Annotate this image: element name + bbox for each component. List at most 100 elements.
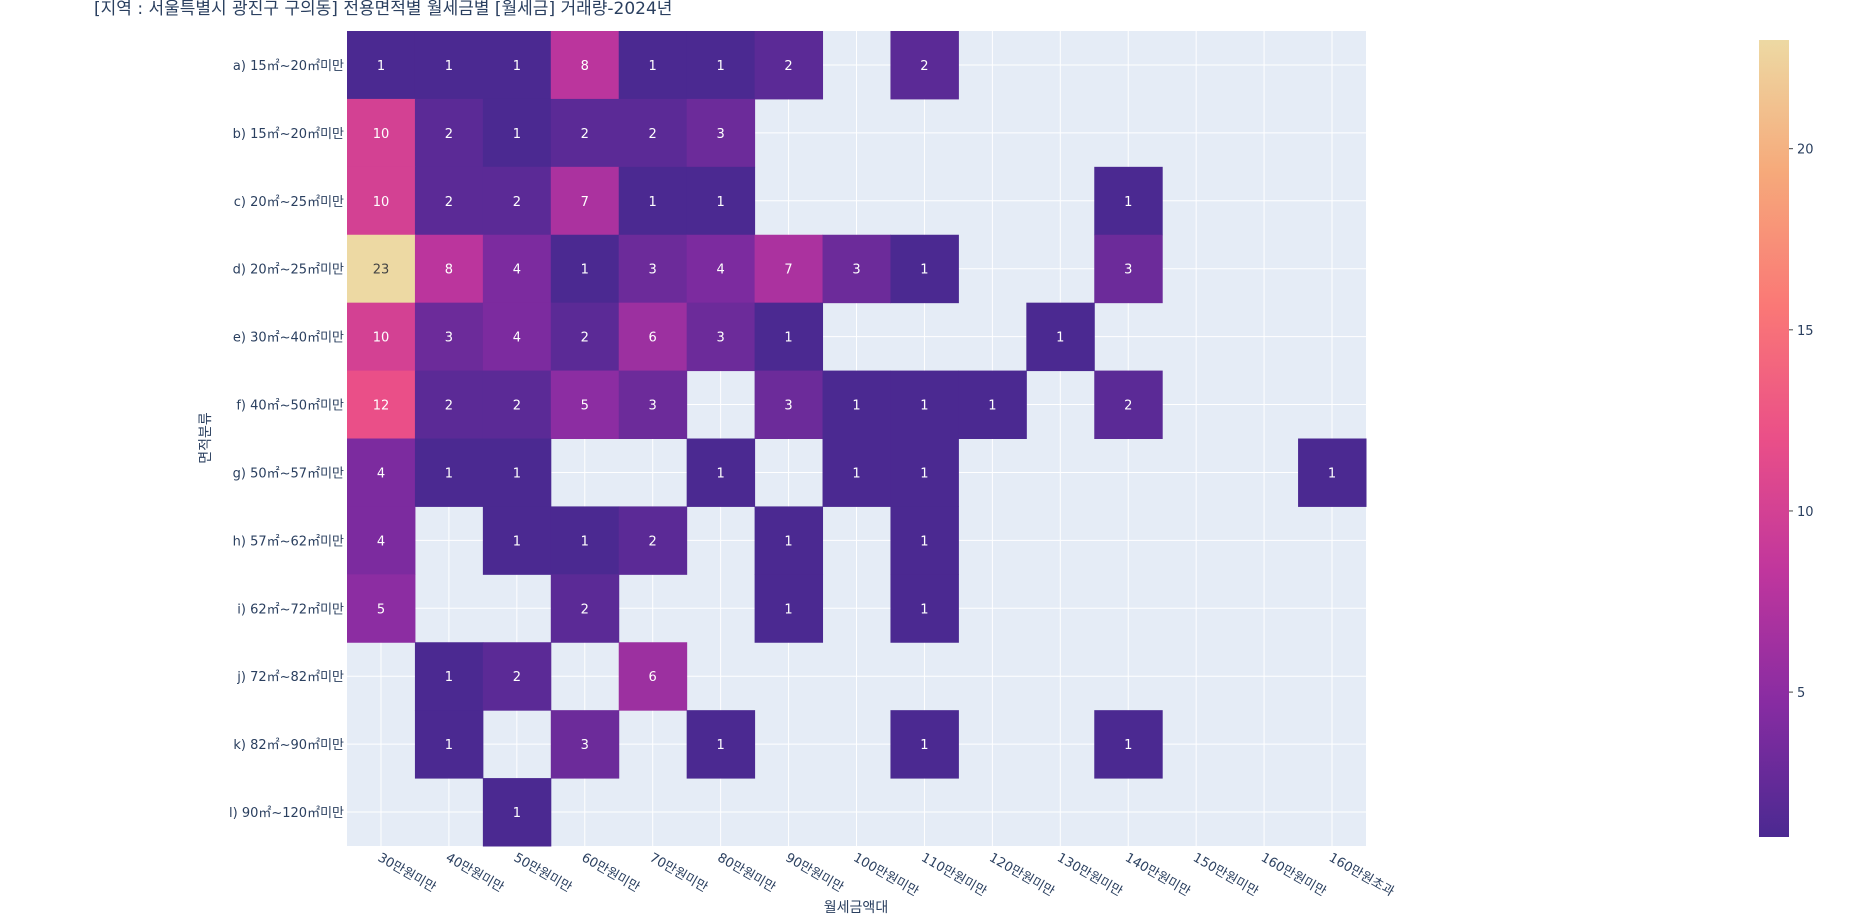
cell-label: 3 [784, 399, 792, 414]
x-tick-label: 100만원미만 [851, 850, 921, 899]
cell-label: 7 [581, 195, 589, 210]
cell-label: 1 [513, 127, 521, 142]
y-tick-label: b) 15㎡~20㎡미만 [233, 127, 344, 142]
heatmap-cell [550, 574, 620, 643]
cell-label: 1 [513, 534, 521, 549]
cell-label: 3 [716, 127, 724, 142]
heatmap-cell [550, 31, 620, 100]
x-axis-title: 월세금액대 [824, 900, 888, 916]
heatmap-cell [822, 370, 891, 439]
cell-label: 1 [920, 466, 928, 481]
cell-label: 1 [581, 263, 589, 278]
cell-label: 2 [445, 195, 453, 210]
heatmap-cell [482, 370, 552, 439]
heatmap-cell [347, 370, 416, 439]
heatmap-cell [414, 642, 484, 711]
heatmap-cell [618, 98, 688, 168]
y-tick-label: i) 62㎡~72㎡미만 [237, 602, 344, 617]
heatmap-cell [482, 438, 552, 507]
cell-label: 3 [649, 399, 657, 414]
heatmap-cell [618, 31, 688, 100]
cell-label: 1 [1056, 331, 1064, 346]
x-tick-label: 120만원미만 [986, 850, 1056, 899]
cell-label: 3 [852, 263, 860, 278]
cell-label: 1 [581, 534, 589, 549]
heatmap-cell [822, 438, 891, 507]
heatmap-cell [550, 166, 620, 236]
cell-label: 6 [649, 331, 657, 346]
heatmap-cell [686, 302, 756, 372]
cell-label: 5 [581, 399, 589, 414]
heatmap-cell [1094, 370, 1163, 439]
cell-label: 1 [445, 59, 453, 74]
heatmap-cell [618, 642, 688, 711]
heatmap-cell [890, 31, 959, 100]
cell-label: 1 [852, 466, 860, 481]
cell-label: 2 [581, 602, 589, 617]
cell-label: 2 [784, 59, 792, 74]
heatmap-cell [482, 778, 552, 847]
heatmap-cell [347, 506, 416, 575]
cell-label: 2 [513, 670, 521, 685]
cell-label: 2 [445, 127, 453, 142]
x-tick-label: 90만원미만 [783, 850, 846, 895]
colorbar-tick-label: 20 [1797, 143, 1814, 158]
y-tick-label: j) 72㎡~82㎡미만 [236, 670, 344, 685]
cell-label: 2 [581, 331, 589, 346]
cell-label: 4 [513, 331, 521, 346]
cell-label: 1 [445, 466, 453, 481]
colorbar-tick-label: 15 [1797, 324, 1814, 339]
heatmap-cell [618, 370, 688, 439]
cell-label: 2 [513, 399, 521, 414]
cell-label: 5 [377, 602, 385, 617]
heatmap-cell [618, 302, 688, 372]
cell-label: 4 [716, 263, 724, 278]
cell-label: 2 [649, 534, 657, 549]
heatmap-cell [347, 31, 416, 100]
x-tick-label: 80만원미만 [715, 850, 778, 895]
heatmap-cell [482, 302, 552, 372]
cell-label: 3 [716, 331, 724, 346]
heatmap-cell [414, 438, 484, 507]
y-tick-label: h) 57㎡~62㎡미만 [233, 534, 344, 549]
heatmap-cell [550, 302, 620, 372]
cell-label: 1 [513, 59, 521, 74]
cell-label: 1 [988, 399, 996, 414]
y-tick-label: l) 90㎡~120㎡미만 [229, 806, 344, 821]
heatmap-cell [347, 166, 416, 236]
cell-label: 1 [784, 602, 792, 617]
heatmap-cell [347, 438, 416, 507]
heatmap-cell [686, 710, 756, 779]
heatmap-cell [618, 166, 688, 236]
heatmap-cell [754, 234, 824, 304]
cell-label: 1 [1328, 466, 1336, 481]
heatmap-cell [618, 506, 688, 575]
x-tick-label: 40만원미만 [443, 850, 506, 895]
y-tick-label: f) 40㎡~50㎡미만 [236, 399, 344, 414]
heatmap-cell [890, 438, 959, 507]
heatmap-cell [550, 234, 620, 304]
y-axis-title: 면적분류 [198, 412, 214, 464]
heatmap-cell [550, 506, 620, 575]
cell-label: 3 [581, 738, 589, 753]
heatmap-cell [482, 98, 552, 168]
colorbar-tick-label: 10 [1797, 505, 1814, 520]
heatmap-cell [754, 506, 824, 575]
cell-label: 1 [445, 670, 453, 685]
cell-label: 1 [920, 534, 928, 549]
cell-label: 1 [1124, 195, 1132, 210]
heatmap-cell [347, 574, 416, 643]
cell-label: 1 [920, 602, 928, 617]
y-tick-label: c) 20㎡~25㎡미만 [234, 195, 344, 210]
cell-label: 2 [649, 127, 657, 142]
heatmap-cell [890, 710, 959, 779]
heatmap-cell [347, 234, 416, 304]
heatmap-cell [414, 234, 484, 304]
heatmap-cell [550, 710, 620, 779]
heatmap-cell [414, 31, 484, 100]
x-tick-label: 30만원미만 [375, 850, 438, 895]
chart-title: [지역 : 서울특별시 광진구 구의동] 전용면적별 월세금별 [월세금] 거래… [94, 0, 672, 19]
x-tick-label: 70만원미만 [647, 850, 710, 895]
cell-label: 2 [1124, 399, 1132, 414]
cell-label: 8 [581, 59, 589, 74]
